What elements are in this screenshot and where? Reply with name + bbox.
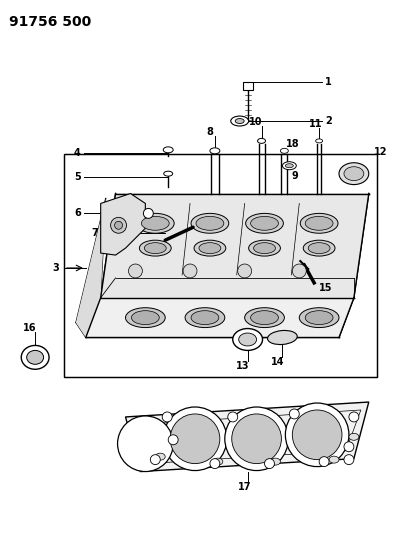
Circle shape	[319, 457, 329, 466]
Ellipse shape	[144, 243, 166, 254]
Text: 11: 11	[309, 119, 323, 129]
Circle shape	[232, 414, 281, 464]
Circle shape	[264, 458, 275, 469]
Text: 13: 13	[236, 361, 249, 372]
Ellipse shape	[268, 330, 297, 344]
Ellipse shape	[305, 216, 333, 230]
Ellipse shape	[251, 216, 279, 230]
Ellipse shape	[194, 240, 226, 256]
Text: 6: 6	[74, 208, 81, 219]
Circle shape	[210, 458, 220, 469]
Ellipse shape	[239, 333, 256, 346]
Ellipse shape	[281, 148, 288, 154]
Text: 3: 3	[52, 263, 59, 273]
Circle shape	[183, 264, 197, 278]
Circle shape	[111, 217, 126, 233]
Ellipse shape	[300, 213, 338, 233]
Ellipse shape	[349, 433, 359, 440]
Circle shape	[285, 403, 349, 466]
Circle shape	[162, 412, 172, 422]
Ellipse shape	[27, 350, 44, 365]
Circle shape	[225, 407, 288, 471]
Ellipse shape	[344, 167, 364, 181]
Text: 5: 5	[74, 172, 81, 182]
Circle shape	[289, 409, 299, 419]
Ellipse shape	[126, 308, 165, 328]
Ellipse shape	[210, 148, 220, 154]
Polygon shape	[126, 402, 369, 472]
Ellipse shape	[191, 213, 229, 233]
Ellipse shape	[270, 458, 281, 465]
Polygon shape	[76, 198, 106, 337]
Text: 91756 500: 91756 500	[9, 15, 91, 29]
Text: 8: 8	[206, 127, 213, 137]
Text: 16: 16	[23, 322, 37, 333]
Ellipse shape	[285, 164, 293, 168]
Ellipse shape	[303, 240, 335, 256]
Circle shape	[344, 455, 354, 465]
Circle shape	[168, 435, 178, 445]
Polygon shape	[101, 193, 145, 255]
Text: 9: 9	[291, 171, 298, 181]
Text: 10: 10	[249, 117, 262, 127]
Ellipse shape	[164, 171, 173, 176]
Circle shape	[228, 412, 238, 422]
Ellipse shape	[233, 328, 262, 350]
Ellipse shape	[251, 311, 279, 325]
Ellipse shape	[21, 345, 49, 369]
Ellipse shape	[163, 147, 173, 153]
Ellipse shape	[258, 139, 266, 143]
Ellipse shape	[139, 240, 171, 256]
Circle shape	[344, 442, 354, 451]
Ellipse shape	[191, 311, 219, 325]
Circle shape	[151, 455, 160, 465]
Bar	[64, 154, 377, 377]
Circle shape	[292, 264, 306, 278]
Ellipse shape	[282, 161, 296, 169]
Ellipse shape	[155, 453, 165, 460]
Circle shape	[117, 416, 173, 472]
Polygon shape	[86, 298, 354, 337]
Ellipse shape	[132, 311, 159, 325]
Text: 1: 1	[325, 77, 332, 87]
Circle shape	[238, 264, 252, 278]
Ellipse shape	[231, 116, 249, 126]
Text: 15: 15	[319, 283, 333, 293]
Ellipse shape	[308, 243, 330, 254]
Ellipse shape	[196, 216, 224, 230]
Text: 7: 7	[91, 228, 98, 238]
Text: 14: 14	[271, 357, 284, 367]
Ellipse shape	[329, 456, 339, 463]
Polygon shape	[101, 193, 369, 298]
Ellipse shape	[299, 308, 339, 328]
Ellipse shape	[316, 139, 323, 143]
Ellipse shape	[235, 118, 244, 124]
Text: 2: 2	[325, 116, 332, 126]
Circle shape	[115, 221, 123, 229]
Ellipse shape	[185, 308, 225, 328]
Ellipse shape	[245, 308, 284, 328]
Ellipse shape	[136, 213, 174, 233]
Ellipse shape	[199, 243, 221, 254]
Circle shape	[349, 412, 359, 422]
Circle shape	[128, 264, 142, 278]
Circle shape	[143, 208, 153, 219]
Ellipse shape	[254, 243, 275, 254]
Circle shape	[163, 407, 227, 471]
Text: 17: 17	[238, 482, 251, 492]
Ellipse shape	[141, 216, 169, 230]
Ellipse shape	[305, 311, 333, 325]
Text: 18: 18	[286, 139, 300, 149]
Bar	[64, 154, 377, 377]
Circle shape	[170, 414, 220, 464]
Text: 4: 4	[74, 148, 81, 158]
Text: 12: 12	[374, 147, 387, 157]
Ellipse shape	[249, 240, 281, 256]
Ellipse shape	[245, 213, 283, 233]
Bar	[243, 82, 253, 90]
Ellipse shape	[213, 458, 223, 465]
Circle shape	[292, 410, 342, 459]
Ellipse shape	[339, 163, 369, 184]
